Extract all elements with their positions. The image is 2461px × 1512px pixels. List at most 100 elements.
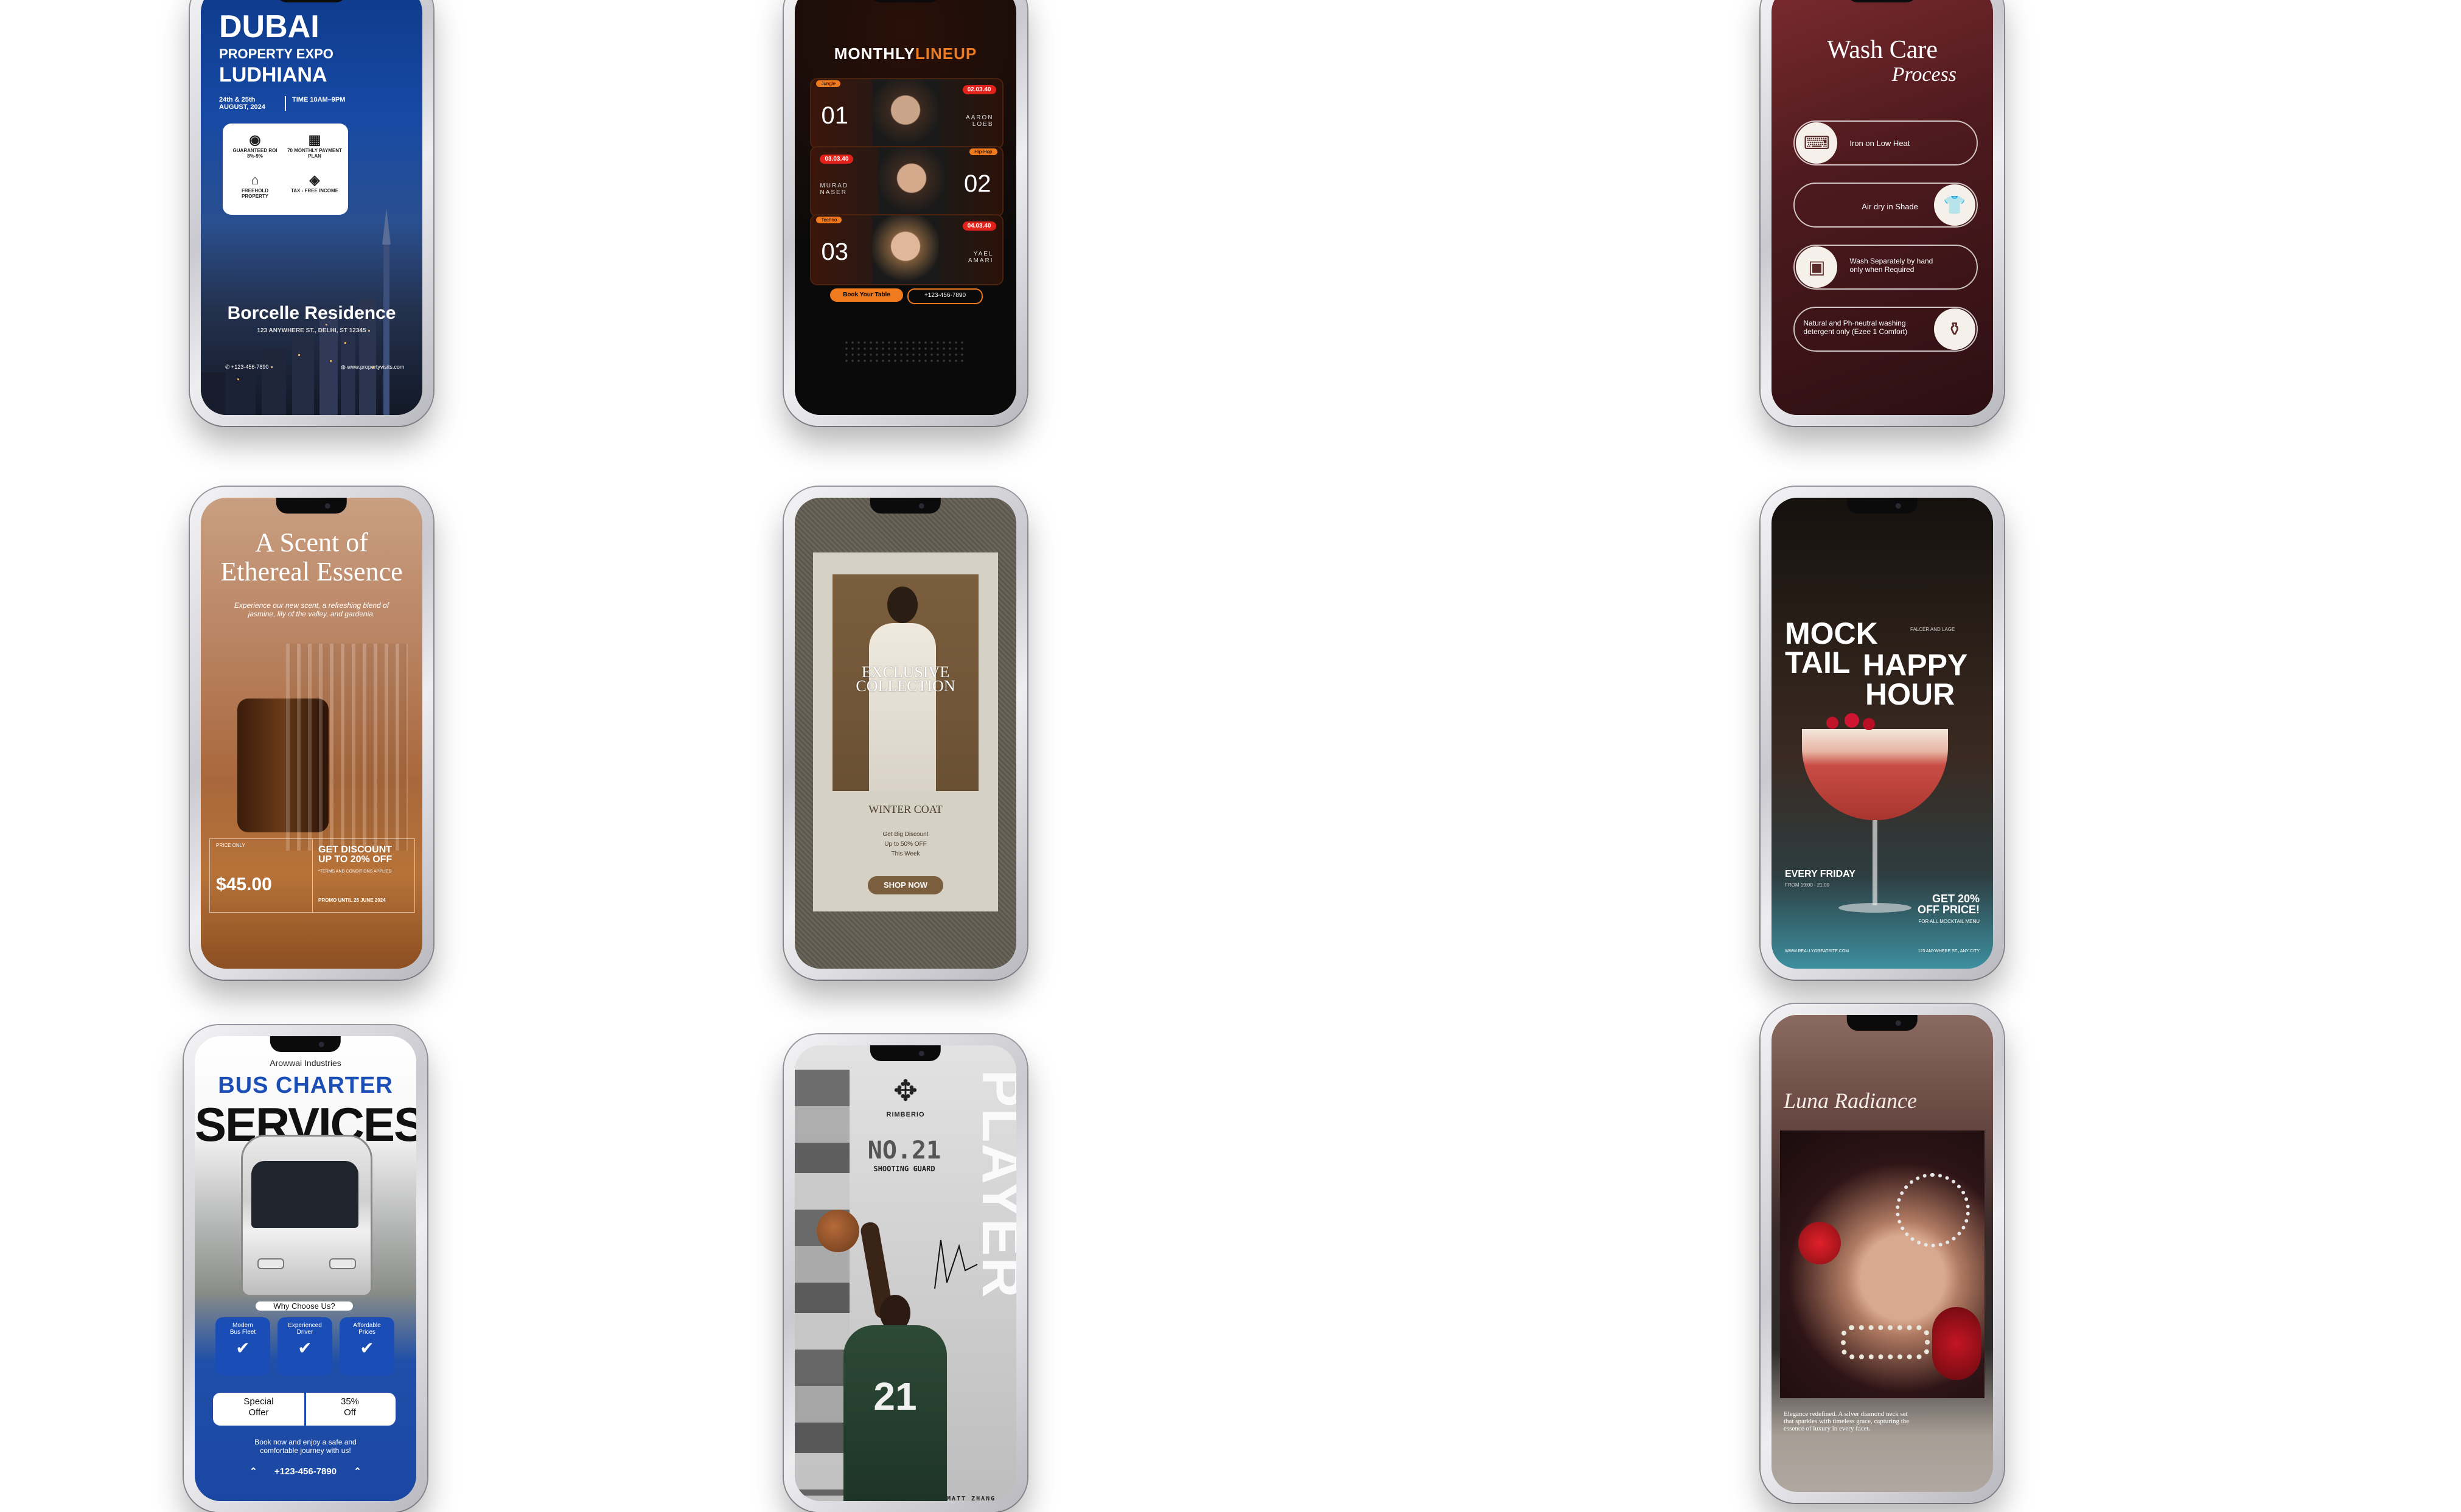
iron-icon: ⌨ [1796,122,1838,164]
date-info: 24th & 25th AUGUST, 2024 [219,96,286,111]
wash-step-dry: Air dry in Shade 👕 [1793,183,1978,228]
terms-text: *TERMS AND CONDITIONS APPLIED [318,869,392,874]
jersey-number: 21 [873,1374,917,1418]
bus-title-line1: BUS CHARTER [218,1073,393,1098]
phone-notch [870,1045,941,1061]
phone-icon: ✆ [225,364,232,370]
book-table-button[interactable]: Book Your Table [830,288,903,302]
phone-notch [1846,0,1918,2]
performer-number: 03 [821,239,848,265]
glass-stripes [286,644,408,851]
contact-phone: ✆ +123-456-7890 [225,364,269,370]
phone-notch [276,0,347,2]
washtub-icon: ▣ [1796,246,1838,288]
every-friday: EVERY FRIDAY [1785,869,1855,879]
time-badge: 02.03.40 [962,85,996,94]
coin-icon: ◉ [249,132,261,147]
for-all-text: FOR ALL MOCKTAIL MENU [1918,919,1980,924]
tag-badge: Jungle [816,80,841,87]
performer-name: AARON LOEB [965,114,994,128]
phone-bus-charter[interactable]: Arowwai Industries BUS CHARTER SERVICES … [184,1025,427,1512]
bus-image [241,1135,372,1297]
check-icon: ✔ [298,1339,312,1357]
feature-fleet: Modern Bus Fleet ✔ [215,1317,270,1376]
collection-title: EXCLUSIVE COLLECTION [856,663,955,695]
contact-website[interactable]: ◍ www.propertyvisits.com [341,364,405,370]
price-value: $45.00 [216,874,272,894]
chevron-up-icon: ⌃ [250,1466,260,1477]
wash-title: Wash Care [1826,36,1938,64]
happy-hour-title: HAPPY HOUR [1863,648,1968,711]
player-photo: 21 [831,1221,953,1501]
lineup-row-1[interactable]: Jungle 01 02.03.40 AARON LOEB [810,78,1004,149]
scent-description: Experience our new scent, a refreshing b… [234,601,389,618]
wash-step-detergent: Natural and Ph-neutral washing detergent … [1793,307,1978,352]
performer-photo [878,147,946,216]
phone-winter-coat[interactable]: EXCLUSIVE COLLECTION WINTER COAT Get Big … [784,487,1027,980]
features-box: ◉ GUARANTEED ROI 8%-9% ▦ 70 MONTHLY PAYMEN… [223,124,348,215]
booking-text: Book now and enjoy a safe and comfortable… [254,1438,357,1455]
address-text: 123 ANYWHERE ST., ANY CITY [1918,949,1980,953]
player-side-text: PLAYER [971,1070,1016,1299]
city-skyline-image [201,208,391,415]
screen: MONTHLYLINEUP Jungle 01 02.03.40 AARON L… [795,0,1016,415]
time-info: TIME 10AM–9PM [292,96,346,103]
phone-monthly-lineup[interactable]: MONTHLYLINEUP Jungle 01 02.03.40 AARON L… [784,0,1027,426]
feature-prices: Affordable Prices ✔ [340,1317,394,1376]
residence-name: Borcelle Residence [227,303,396,323]
time-badge: 03.03.40 [820,155,854,164]
screen: Luna Radiance Elegance redefined. A silv… [1772,1015,1993,1492]
player-name: MATT ZHANG [947,1496,996,1501]
feature-tax: ◈ TAX - FREE INCOME [287,172,342,193]
collage-left [795,1070,850,1496]
coat-card: EXCLUSIVE COLLECTION WINTER COAT Get Big … [813,552,998,911]
perfume-bottle-image [237,699,329,832]
bus-phone[interactable]: ⌃ +123-456-7890 ⌃ [250,1466,361,1477]
luna-title: Luna Radiance [1784,1089,1917,1113]
phone-scent[interactable]: A Scent of Ethereal Essence Experience ou… [190,487,433,980]
globe-icon: ◍ [341,364,347,370]
luna-description: Elegance redefined. A silver diamond nec… [1784,1410,1910,1432]
phone-notch [270,1036,341,1052]
phone-basketball-player[interactable]: ✥ RIMBERIO NO.21 SHOOTING GUARD PLAYER 2… [784,1034,1027,1512]
player-number-title: NO.21 [867,1137,941,1165]
special-offer-box: Special Offer 35% Off [213,1393,396,1426]
feature-payment: ▦ 70 MONTHLY PAYMENT PLAN [287,132,342,159]
discount-text: GET DISCOUNT UP TO 20% OFF [318,845,393,865]
feature-roi: ◉ GUARANTEED ROI 8%-9% [228,132,282,159]
screen: DUBAI PROPERTY EXPO LUDHIANA 24th & 25th… [201,0,422,415]
tag-badge: Techno [816,217,842,223]
phone-wash-care[interactable]: Wash Care Process ⌨ Iron on Low Heat Air… [1761,0,2004,426]
phone-mocktail[interactable]: MOCK TAIL HAPPY HOUR FALCER AND LAGE EVE… [1761,487,2004,980]
model-photo [833,574,979,791]
shirt-icon: 👕 [1933,184,1975,226]
tag-badge: Hip-Hop [969,148,997,155]
lineup-row-2[interactable]: Hip-Hop 03.03.40 MURAD NASER 02 [810,146,1004,217]
phone-notch [276,498,347,514]
performer-number: 02 [964,170,991,197]
player-position: SHOOTING GUARD [873,1165,935,1173]
screen: A Scent of Ethereal Essence Experience ou… [201,498,422,969]
scent-title: A Scent of Ethereal Essence [220,528,403,587]
screen: Wash Care Process ⌨ Iron on Low Heat Air… [1772,0,1993,415]
phone-dubai-expo[interactable]: DUBAI PROPERTY EXPO LUDHIANA 24th & 25th… [190,0,433,426]
signature-image [934,1239,978,1289]
shop-now-button[interactable]: SHOP NOW [868,876,943,894]
bottle-icon: ⚱ [1933,308,1975,350]
phone-luna-radiance[interactable]: Luna Radiance Elegance redefined. A silv… [1761,1004,2004,1503]
time-badge: 04.03.40 [962,221,996,231]
eagle-logo-icon: ✥ [893,1075,918,1107]
site-text[interactable]: WWW.REALLYGREATSITE.COM [1785,949,1849,953]
dotted-pattern [843,340,965,364]
wash-subtitle: Process [1891,63,1957,86]
price-label: PRICE ONLY [216,843,245,848]
lineup-row-3[interactable]: Techno 03 04.03.40 YAEL AMARI [810,214,1004,285]
title-property-expo: PROPERTY EXPO [219,46,333,61]
house-icon: ⌂ [251,172,259,187]
tag-icon: ◈ [309,172,320,187]
screen: MOCK TAIL HAPPY HOUR FALCER AND LAGE EVE… [1772,498,1993,969]
brand-name: RIMBERIO [886,1111,925,1118]
performer-number: 01 [821,102,848,129]
performer-name: MURAD NASER [820,183,849,196]
price-panel: PRICE ONLY $45.00 GET DISCOUNT UP TO 20% … [209,838,415,913]
